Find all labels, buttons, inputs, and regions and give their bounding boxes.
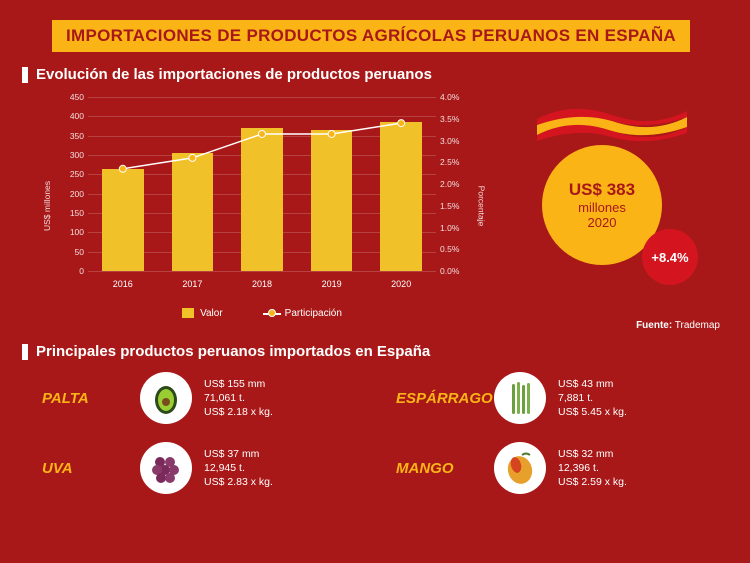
product-name: UVA bbox=[42, 460, 128, 477]
evolution-chart: US$ millones Porcentaje 0501001502002503… bbox=[42, 91, 482, 321]
chart-legend: Valor Participación bbox=[42, 308, 482, 319]
product-value: US$ 155 mm bbox=[204, 377, 273, 391]
product-stats: US$ 32 mm12,396 t.US$ 2.59 x kg. bbox=[558, 447, 627, 490]
avocado-icon bbox=[140, 372, 192, 424]
x-tick-label: 2018 bbox=[252, 279, 272, 289]
product-value: US$ 43 mm bbox=[558, 377, 627, 391]
y-tick-left: 100 bbox=[58, 227, 84, 237]
grid-line bbox=[88, 271, 436, 272]
y-tick-left: 150 bbox=[58, 208, 84, 218]
y-tick-right: 0.5% bbox=[440, 244, 470, 254]
x-tick-label: 2019 bbox=[322, 279, 342, 289]
product-name: MANGO bbox=[396, 460, 482, 477]
y-tick-left: 450 bbox=[58, 92, 84, 102]
legend-line: Participación bbox=[263, 308, 342, 319]
chart-section-heading: Evolución de las importaciones de produc… bbox=[22, 66, 720, 83]
product-name: PALTA bbox=[42, 390, 128, 407]
products-heading-text: Principales productos peruanos importado… bbox=[36, 343, 430, 360]
y-tick-right: 0.0% bbox=[440, 266, 470, 276]
y-tick-right: 1.0% bbox=[440, 223, 470, 233]
y-tick-left: 200 bbox=[58, 189, 84, 199]
heading-tick-icon bbox=[22, 67, 28, 83]
product-price: US$ 5.45 x kg. bbox=[558, 405, 627, 419]
product-value: US$ 37 mm bbox=[204, 447, 273, 461]
legend-bar: Valor bbox=[182, 308, 223, 319]
source-citation: Fuente: Trademap bbox=[636, 320, 720, 331]
product-item: MANGO US$ 32 mm12,396 t.US$ 2.59 x kg. bbox=[396, 442, 720, 494]
product-stats: US$ 37 mm12,945 t.US$ 2.83 x kg. bbox=[204, 447, 273, 490]
main-title: IMPORTACIONES DE PRODUCTOS AGRÍCOLAS PER… bbox=[66, 26, 676, 45]
y-axis-left-title: US$ millones bbox=[42, 181, 52, 231]
heading-tick-icon bbox=[22, 344, 28, 360]
callout-unit: millones bbox=[578, 200, 626, 215]
product-price: US$ 2.18 x kg. bbox=[204, 405, 273, 419]
product-weight: 12,396 t. bbox=[558, 461, 627, 475]
y-tick-left: 50 bbox=[58, 247, 84, 257]
asparagus-icon bbox=[494, 372, 546, 424]
product-item: ESPÁRRAGO US$ 43 mm7,881 t.US$ 5.45 x kg. bbox=[396, 372, 720, 424]
growth-value: +8.4% bbox=[651, 250, 688, 265]
product-weight: 71,061 t. bbox=[204, 391, 273, 405]
x-tick-label: 2016 bbox=[113, 279, 133, 289]
y-tick-right: 4.0% bbox=[440, 92, 470, 102]
product-price: US$ 2.83 x kg. bbox=[204, 475, 273, 489]
product-stats: US$ 43 mm7,881 t.US$ 5.45 x kg. bbox=[558, 377, 627, 420]
summary-callout: US$ 383 millones 2020 +8.4% bbox=[512, 101, 712, 301]
growth-badge: +8.4% bbox=[642, 229, 698, 285]
callout-value: US$ 383 bbox=[569, 180, 635, 200]
y-tick-right: 1.5% bbox=[440, 201, 470, 211]
y-tick-left: 250 bbox=[58, 169, 84, 179]
chart-heading-text: Evolución de las importaciones de produc… bbox=[36, 66, 432, 83]
callout-year: 2020 bbox=[588, 215, 617, 230]
product-name: ESPÁRRAGO bbox=[396, 390, 482, 407]
y-tick-left: 400 bbox=[58, 111, 84, 121]
y-axis-right-title: Porcentaje bbox=[477, 186, 487, 227]
y-tick-right: 3.5% bbox=[440, 114, 470, 124]
product-value: US$ 32 mm bbox=[558, 447, 627, 461]
product-weight: 12,945 t. bbox=[204, 461, 273, 475]
mango-icon bbox=[494, 442, 546, 494]
products-section-heading: Principales productos peruanos importado… bbox=[22, 343, 720, 360]
product-price: US$ 2.59 x kg. bbox=[558, 475, 627, 489]
y-tick-right: 2.5% bbox=[440, 157, 470, 167]
main-title-box: IMPORTACIONES DE PRODUCTOS AGRÍCOLAS PER… bbox=[52, 20, 690, 52]
y-tick-right: 2.0% bbox=[440, 179, 470, 189]
x-tick-label: 2017 bbox=[182, 279, 202, 289]
product-stats: US$ 155 mm71,061 t.US$ 2.18 x kg. bbox=[204, 377, 273, 420]
y-tick-left: 0 bbox=[58, 266, 84, 276]
product-item: UVA US$ 37 mm12,945 t.US$ 2.83 x kg. bbox=[42, 442, 366, 494]
y-tick-left: 350 bbox=[58, 131, 84, 141]
y-tick-right: 3.0% bbox=[440, 136, 470, 146]
y-tick-left: 300 bbox=[58, 150, 84, 160]
chart-line-overlay bbox=[88, 97, 436, 271]
x-tick-label: 2020 bbox=[391, 279, 411, 289]
product-weight: 7,881 t. bbox=[558, 391, 627, 405]
grapes-icon bbox=[140, 442, 192, 494]
product-item: PALTA US$ 155 mm71,061 t.US$ 2.18 x kg. bbox=[42, 372, 366, 424]
